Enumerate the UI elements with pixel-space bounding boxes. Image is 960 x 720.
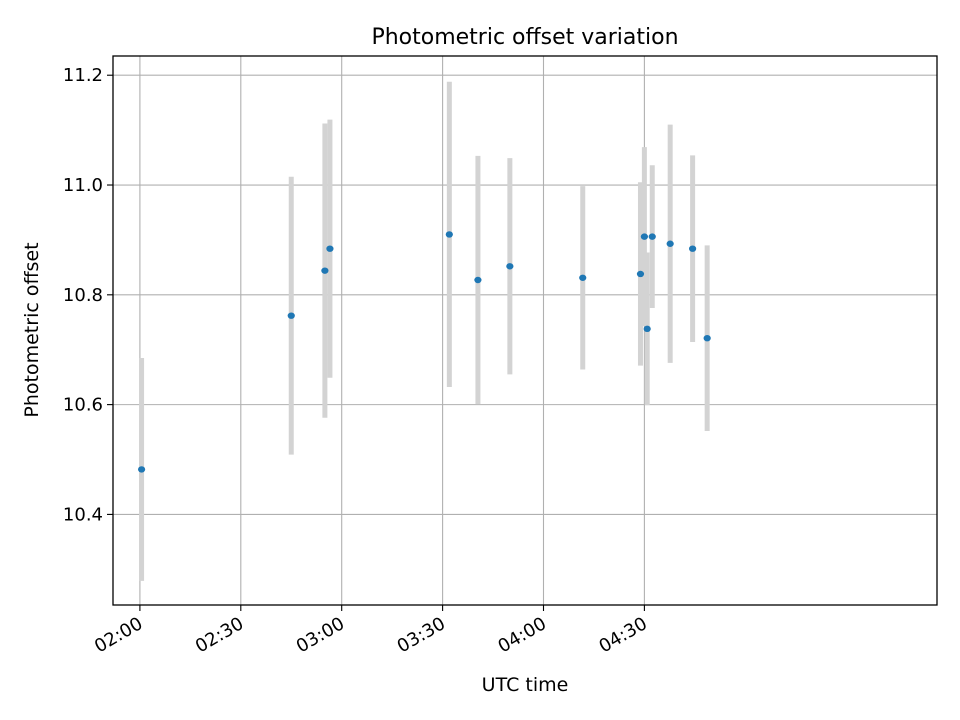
data-point (326, 245, 334, 252)
data-point (506, 263, 514, 270)
y-axis-label: Photometric offset (21, 242, 43, 417)
data-point (666, 240, 674, 247)
y-tick-label: 10.6 (63, 395, 103, 416)
data-point (137, 466, 146, 473)
y-axis-ticks: 10.4 10.6 10.8 11.0 11.2 (63, 65, 113, 525)
x-axis-label: UTC time (482, 674, 569, 696)
data-point (640, 233, 648, 240)
data-point (703, 334, 711, 342)
y-tick-label: 10.4 (63, 504, 103, 525)
data-point (474, 276, 482, 284)
data-point (321, 267, 329, 274)
y-tick-label: 11.2 (63, 65, 103, 86)
data-point (643, 325, 651, 333)
data-point (579, 274, 587, 281)
data-points (137, 231, 711, 473)
chart-title: Photometric offset variation (371, 25, 678, 50)
data-point (287, 312, 295, 319)
grid (113, 56, 937, 605)
data-point (636, 270, 645, 278)
plot-frame (112, 55, 938, 606)
data-point (648, 233, 656, 240)
data-point (445, 231, 453, 238)
y-tick-label: 11.0 (63, 175, 103, 196)
data-point (689, 245, 697, 252)
y-tick-label: 10.8 (63, 285, 103, 306)
